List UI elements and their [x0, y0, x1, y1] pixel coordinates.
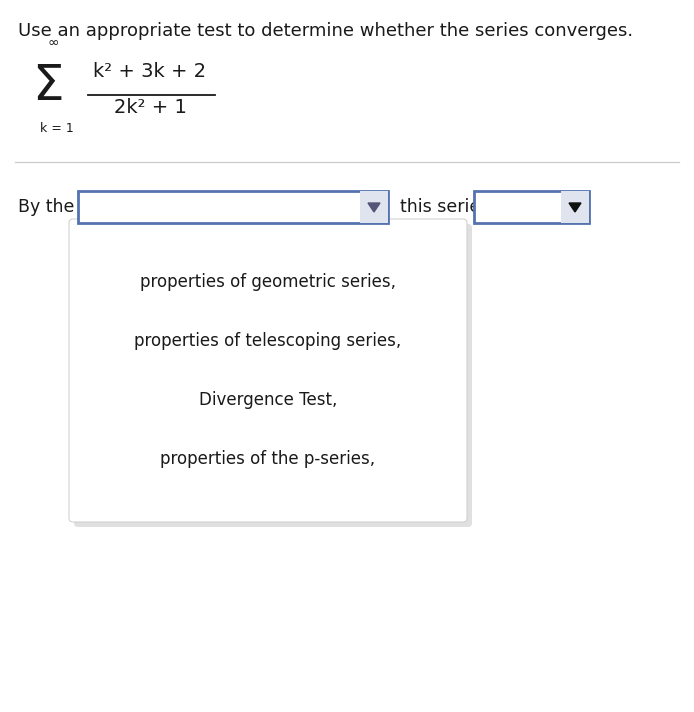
- FancyBboxPatch shape: [474, 191, 589, 223]
- FancyBboxPatch shape: [561, 191, 589, 223]
- Text: this series: this series: [400, 198, 489, 216]
- FancyBboxPatch shape: [69, 219, 467, 522]
- Text: Use an appropriate test to determine whether the series converges.: Use an appropriate test to determine whe…: [18, 22, 633, 40]
- Polygon shape: [368, 203, 380, 212]
- Text: properties of geometric series,: properties of geometric series,: [140, 273, 396, 291]
- Text: 2k² + 1: 2k² + 1: [114, 98, 187, 117]
- Text: k = 1: k = 1: [40, 122, 74, 135]
- Text: k² + 3k + 2: k² + 3k + 2: [94, 62, 207, 81]
- Text: properties of telescoping series,: properties of telescoping series,: [135, 332, 402, 350]
- FancyBboxPatch shape: [74, 224, 472, 527]
- FancyBboxPatch shape: [360, 191, 388, 223]
- Text: Σ: Σ: [32, 62, 64, 110]
- Text: properties of the p-series,: properties of the p-series,: [160, 450, 375, 468]
- Polygon shape: [569, 203, 581, 212]
- Text: Divergence Test,: Divergence Test,: [198, 391, 337, 409]
- FancyBboxPatch shape: [78, 191, 388, 223]
- Text: By the: By the: [18, 198, 74, 216]
- Text: ∞: ∞: [47, 36, 59, 50]
